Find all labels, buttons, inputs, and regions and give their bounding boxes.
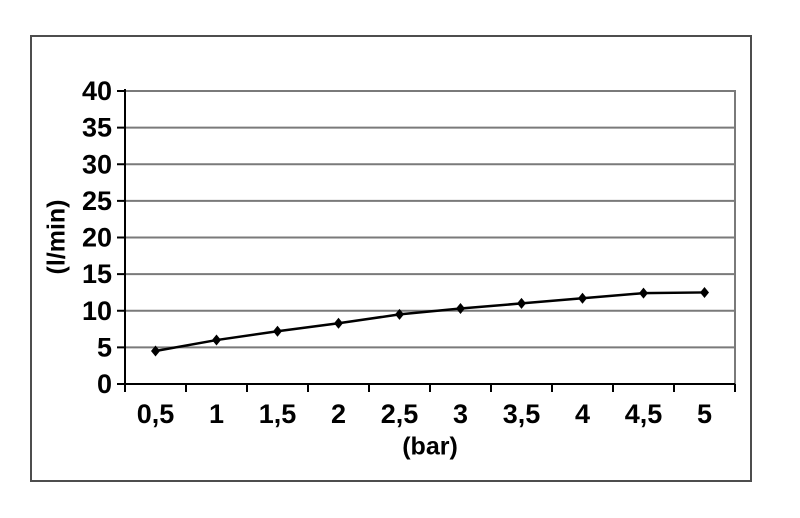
x-tick-label: 2,5 <box>381 399 419 429</box>
figure-border <box>30 35 752 482</box>
x-tick-label: 1 <box>209 399 224 429</box>
y-tick-label: 10 <box>82 296 112 326</box>
x-tick-label: 3 <box>453 399 468 429</box>
data-point-marker <box>212 334 221 346</box>
data-point-marker <box>517 297 526 309</box>
data-point-marker <box>578 292 587 304</box>
y-tick-label: 40 <box>82 76 112 106</box>
x-tick-label: 4,5 <box>625 399 663 429</box>
x-tick-label: 2 <box>331 399 346 429</box>
y-tick-label: 35 <box>82 113 112 143</box>
y-tick-label: 15 <box>82 259 112 289</box>
x-axis-title: (bar) <box>402 432 458 461</box>
y-tick-label: 5 <box>97 332 112 362</box>
x-tick-label: 0,5 <box>137 399 175 429</box>
y-tick-label: 25 <box>82 186 112 216</box>
data-point-marker <box>395 308 404 320</box>
x-tick-label: 3,5 <box>503 399 541 429</box>
x-tick-label: 4 <box>575 399 590 429</box>
y-tick-label: 0 <box>97 369 112 399</box>
data-point-marker <box>273 325 282 337</box>
data-point-marker <box>700 286 709 298</box>
y-axis-title: (l/min) <box>42 199 71 275</box>
x-tick-label: 1,5 <box>259 399 297 429</box>
y-tick-label: 20 <box>82 223 112 253</box>
data-point-marker <box>456 303 465 315</box>
data-point-marker <box>151 345 160 357</box>
y-tick-label: 30 <box>82 149 112 179</box>
data-point-marker <box>334 317 343 329</box>
data-line <box>155 291 705 353</box>
x-tick-label: 5 <box>697 399 712 429</box>
data-point-marker <box>639 287 648 299</box>
